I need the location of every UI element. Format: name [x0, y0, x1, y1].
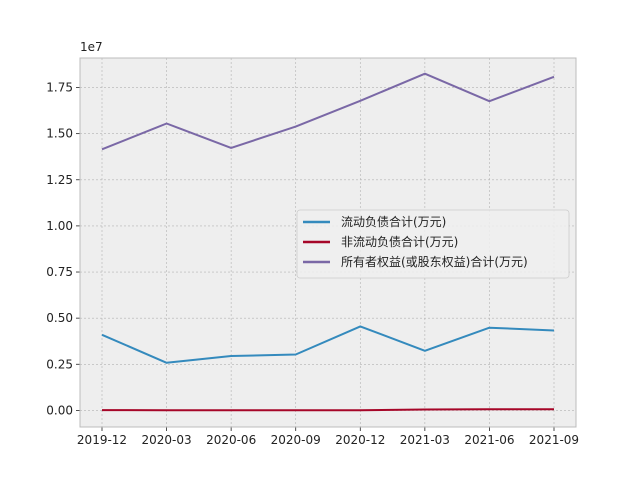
- series-layer: [101, 72, 555, 412]
- x-tick-label: 2021-06: [464, 433, 514, 447]
- y-tick-label: 0.25: [46, 357, 73, 371]
- legend-label-2: 非流动负债合计(万元): [341, 234, 458, 249]
- plot-frame: [79, 57, 577, 428]
- legend-label-1: 流动负债合计(万元): [341, 214, 446, 229]
- x-tick-label: 2020-03: [142, 433, 192, 447]
- y-tick-label: 0.75: [46, 265, 73, 279]
- series-line-2: [101, 408, 554, 412]
- x-tick-label: 2020-06: [206, 433, 256, 447]
- y-tick-label: 0.50: [46, 311, 73, 325]
- y-tick-label: 0.00: [46, 403, 73, 417]
- legend-label-3: 所有者权益(或股东权益)合计(万元): [341, 254, 528, 269]
- y-tick-label: 1.00: [46, 219, 73, 233]
- y-tick-label: 1.25: [46, 173, 73, 187]
- series-line-1: [101, 325, 555, 364]
- series-line-3: [101, 72, 555, 151]
- axes: 2019-12 2020-03 2020-06 2020-09 2020-12 2021-…: [46, 57, 579, 447]
- y-tick-label: 1.50: [46, 127, 73, 141]
- legend-frame: [296, 209, 570, 279]
- x-tick-label: 2021-03: [400, 433, 450, 447]
- x-tick-label: 2020-09: [271, 433, 321, 447]
- x-tick-label: 2019-12: [77, 433, 127, 447]
- y-tick-label: 1.75: [46, 81, 73, 95]
- legend: 流动负债合计(万元) 非流动负债合计(万元) 所有者权益(或股东权益)合计(万元): [296, 209, 570, 279]
- y-offset-label: 1e7: [80, 40, 103, 54]
- x-tick-label: 2020-12: [335, 433, 385, 447]
- x-tick-label: 2021-09: [529, 433, 579, 447]
